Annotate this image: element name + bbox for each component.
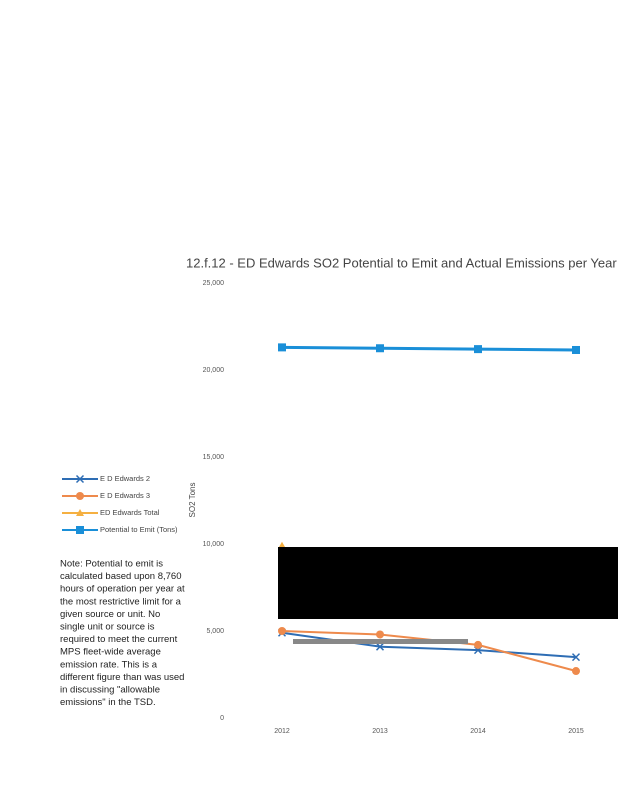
marker (278, 343, 286, 352)
marker (572, 345, 580, 354)
legend: E D Edwards 2 E D Edwards 3 ED Edwards Tot… (62, 474, 178, 534)
y-tick-label: 20,000 (203, 367, 225, 374)
note-line: hours of operation per year at (60, 584, 185, 595)
note-line: single unit or source is (60, 622, 155, 633)
legend-label: E D Edwards 3 (100, 491, 150, 500)
marker (375, 642, 385, 651)
marker (76, 492, 84, 500)
plot-area: 0 5,000 10,000 15,000 20,000 25,000 2012 2013 20… (203, 280, 584, 735)
note-line: required to meet the current (60, 634, 178, 645)
marker (572, 667, 580, 676)
redaction-box (278, 547, 618, 619)
note-line: emissions" in the TSD. (60, 697, 156, 708)
marker (376, 630, 384, 639)
legend-label: Potential to Emit (Tons) (100, 525, 178, 534)
marker (75, 474, 85, 484)
note-line: the most restrictive limit for a (60, 596, 182, 607)
note-line: emission rate. This is a (60, 659, 158, 670)
series-line (281, 631, 577, 659)
marker (76, 526, 84, 534)
y-tick-label: 0 (220, 715, 224, 722)
y-axis-label: SO2 Tons (188, 483, 197, 518)
note-line: calculated based upon 8,760 (60, 571, 182, 582)
x-tick-label: 2014 (470, 728, 486, 735)
series-line (281, 630, 577, 672)
marker (76, 509, 84, 516)
legend-label: ED Edwards Total (100, 508, 160, 517)
note-line: MPS fleet-wide average (60, 647, 161, 658)
legend-label: E D Edwards 2 (100, 474, 150, 483)
note-line: different figure than was used (60, 672, 184, 683)
x-tick-label: 2015 (568, 728, 584, 735)
scan-artifact (293, 639, 468, 644)
y-tick-label: 10,000 (203, 541, 225, 548)
marker (571, 653, 581, 662)
marker (376, 344, 384, 353)
x-tick-label: 2013 (372, 728, 388, 735)
marker (474, 345, 482, 354)
note-line: Note: Potential to emit is (60, 559, 163, 570)
y-tick-label: 15,000 (203, 454, 225, 461)
x-tick-label: 2012 (274, 728, 290, 735)
y-tick-label: 5,000 (206, 628, 224, 635)
marker (278, 541, 286, 549)
chart-title: 12.f.12 - ED Edwards SO2 Potential to Em… (186, 255, 617, 270)
y-tick-label: 25,000 (203, 280, 225, 287)
marker (474, 640, 482, 649)
note-line: given source or unit. No (60, 609, 160, 620)
note-line: in discussing "allowable (60, 685, 160, 696)
series-line (281, 345, 577, 352)
marker (278, 627, 286, 635)
